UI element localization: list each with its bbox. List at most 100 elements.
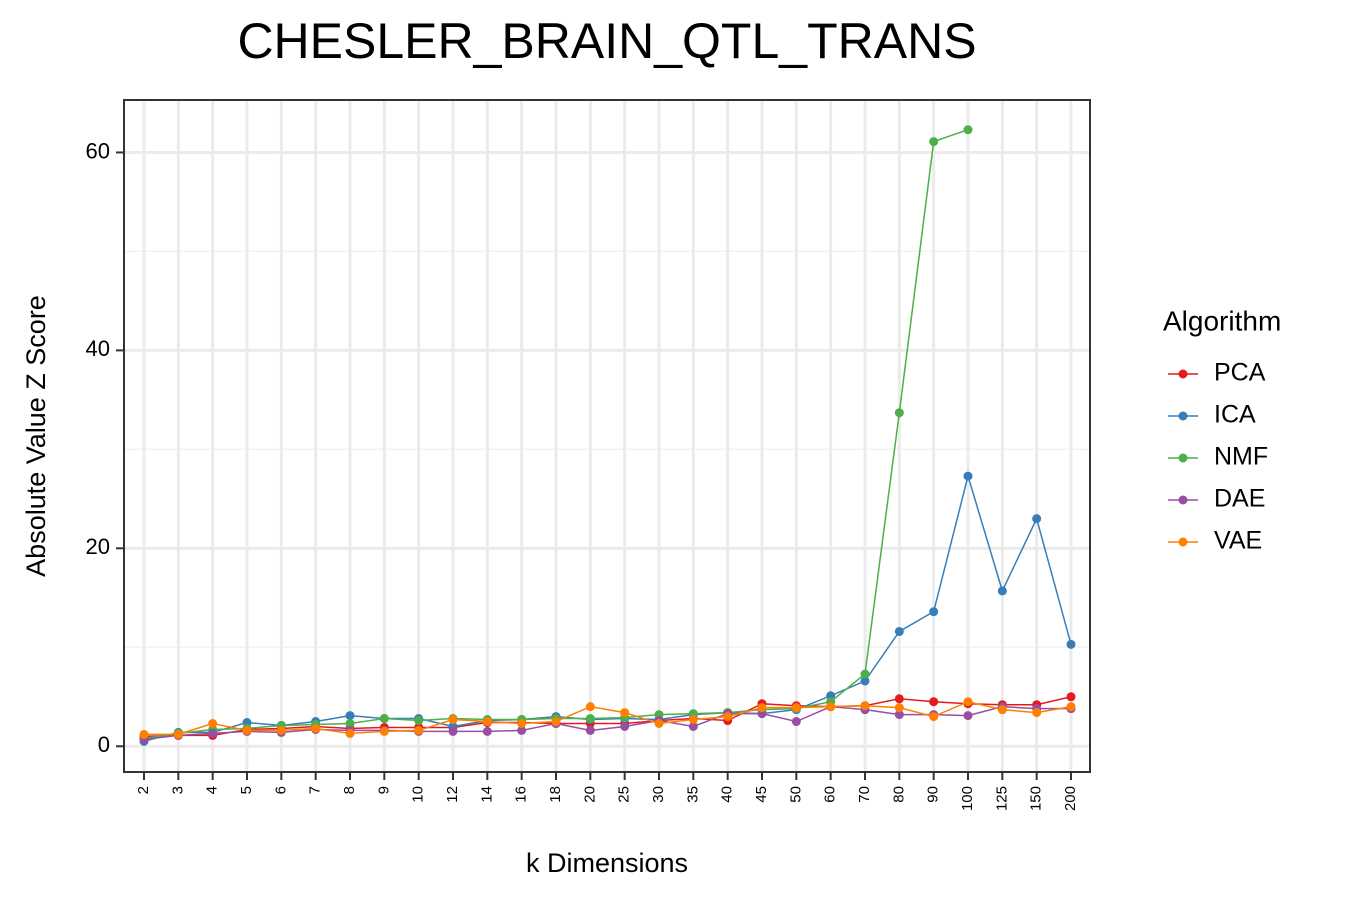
point xyxy=(929,137,939,147)
x-tick-label: 8 xyxy=(341,786,358,794)
x-tick-label: 3 xyxy=(169,786,186,794)
point xyxy=(791,703,801,713)
point xyxy=(860,701,870,711)
point xyxy=(688,721,698,731)
point xyxy=(963,711,973,721)
series-line xyxy=(143,473,1072,743)
x-tick-label: 12 xyxy=(444,786,461,803)
x-tick-label: 100 xyxy=(959,786,976,811)
point xyxy=(791,717,801,727)
x-tick-label: 10 xyxy=(410,786,427,803)
x-tick-label: 7 xyxy=(307,786,324,794)
legend-label: PCA xyxy=(1214,359,1266,387)
point xyxy=(345,728,355,738)
point xyxy=(139,729,149,739)
point xyxy=(276,725,286,735)
x-tick-label: 30 xyxy=(650,786,667,803)
point xyxy=(517,719,527,729)
point xyxy=(208,719,218,729)
point xyxy=(379,714,389,724)
point xyxy=(1066,702,1076,712)
point xyxy=(585,714,595,724)
y-tick-label: 60 xyxy=(86,138,110,163)
point xyxy=(654,719,664,729)
x-tick-label: 20 xyxy=(581,786,598,803)
x-axis-label: k Dimensions xyxy=(526,848,688,878)
x-tick-label: 150 xyxy=(1028,786,1045,811)
x-tick-label: 16 xyxy=(513,786,530,803)
legend-point xyxy=(1178,537,1188,547)
panel-border xyxy=(123,99,1091,773)
point xyxy=(517,725,527,735)
point xyxy=(551,717,561,727)
x-tick-label: 35 xyxy=(684,786,701,803)
point xyxy=(894,703,904,713)
legend-label: VAE xyxy=(1214,527,1262,555)
point xyxy=(448,726,458,736)
x-tick-label: 60 xyxy=(822,786,839,803)
series-line xyxy=(143,705,1071,741)
x-tick-label: 5 xyxy=(238,786,255,794)
point xyxy=(482,726,492,736)
chart-title: CHESLER_BRAIN_QTL_TRANS xyxy=(237,13,976,69)
point xyxy=(929,697,939,707)
legend-point xyxy=(1178,495,1188,505)
point xyxy=(1032,514,1042,524)
x-tick-label: 125 xyxy=(993,786,1010,811)
point xyxy=(345,719,355,729)
point xyxy=(723,712,733,722)
point xyxy=(860,669,870,679)
legend-label: DAE xyxy=(1214,485,1265,513)
point xyxy=(757,703,767,713)
x-tick-label: 45 xyxy=(753,786,770,803)
point xyxy=(620,708,630,718)
point xyxy=(929,712,939,722)
point xyxy=(826,702,836,712)
point xyxy=(894,626,904,636)
x-tick-label: 80 xyxy=(890,786,907,803)
legend-title: Algorithm xyxy=(1163,305,1281,336)
legend-label: ICA xyxy=(1214,401,1256,429)
point xyxy=(173,729,183,739)
legend-label: NMF xyxy=(1214,443,1268,471)
point xyxy=(620,721,630,731)
point xyxy=(1032,708,1042,718)
legend-point xyxy=(1178,411,1188,421)
x-tick-label: 18 xyxy=(547,786,564,803)
x-tick-label: 9 xyxy=(375,786,392,794)
y-tick-label: 0 xyxy=(98,732,110,757)
point xyxy=(860,676,870,686)
y-tick-label: 40 xyxy=(86,336,110,361)
point xyxy=(585,702,595,712)
point xyxy=(997,705,1007,715)
legend-point xyxy=(1178,453,1188,463)
point xyxy=(894,408,904,418)
x-tick-label: 50 xyxy=(787,786,804,803)
point xyxy=(482,717,492,727)
point xyxy=(963,125,973,135)
x-tick-label: 4 xyxy=(204,786,221,794)
point xyxy=(1066,692,1076,702)
point xyxy=(242,725,252,735)
x-tick-label: 200 xyxy=(1062,786,1079,811)
x-tick-label: 6 xyxy=(272,786,289,794)
point xyxy=(688,715,698,725)
point xyxy=(585,725,595,735)
point xyxy=(414,725,424,735)
series-line xyxy=(144,700,1072,736)
point xyxy=(963,471,973,481)
y-axis-label: Absolute Value Z Score xyxy=(21,295,51,577)
point xyxy=(414,716,424,726)
point xyxy=(448,715,458,725)
x-tick-label: 90 xyxy=(925,786,942,803)
x-tick-label: 2 xyxy=(135,786,152,794)
series-line xyxy=(143,696,1072,738)
point xyxy=(311,723,321,733)
x-tick-label: 70 xyxy=(856,786,873,803)
point xyxy=(379,726,389,736)
x-tick-label: 25 xyxy=(616,786,633,803)
x-tick-label: 40 xyxy=(719,786,736,803)
point xyxy=(963,697,973,707)
point xyxy=(997,586,1007,596)
